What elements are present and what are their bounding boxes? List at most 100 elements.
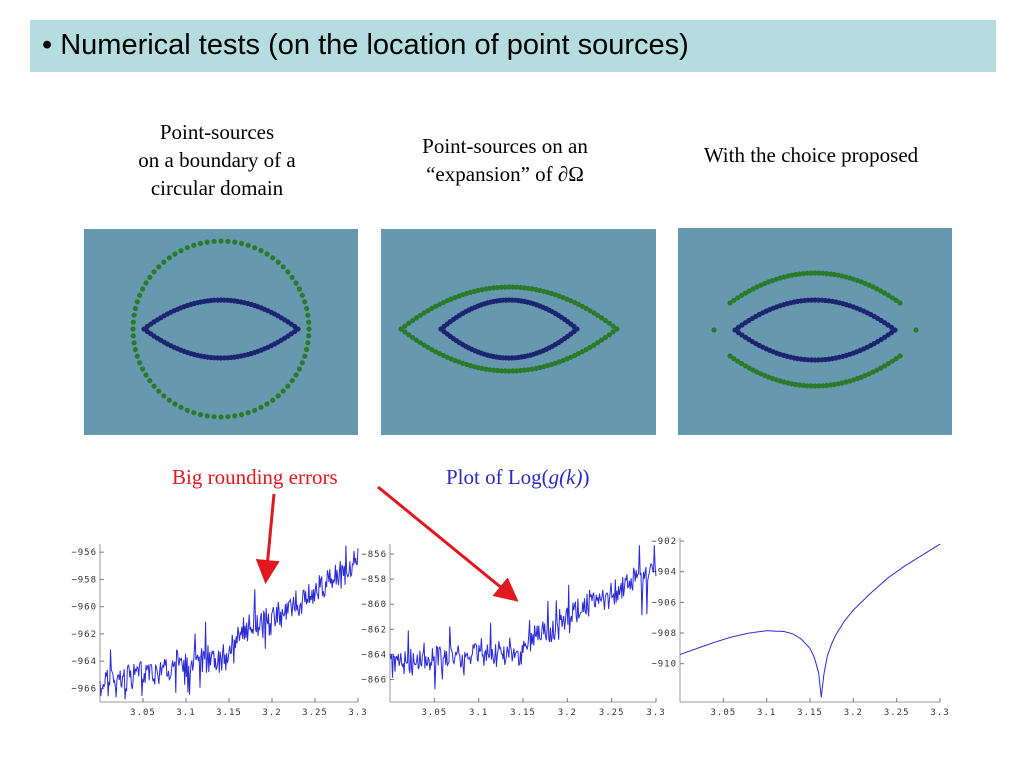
- outer-point-source: [402, 323, 408, 329]
- outer-point-source: [556, 293, 562, 299]
- outer-point-source: [425, 308, 431, 314]
- panel-proposed-choice: [678, 228, 952, 435]
- outer-point-source: [280, 264, 286, 270]
- outer-point-source: [758, 282, 764, 288]
- outer-point-source: [429, 305, 435, 311]
- outer-point-source: [866, 282, 872, 288]
- outer-point-source: [878, 365, 884, 371]
- outer-point-source: [804, 383, 810, 389]
- outer-point-source: [568, 298, 574, 304]
- outer-point-source: [421, 310, 427, 316]
- plot-of-log-function: g(k): [548, 465, 583, 489]
- outer-point-source: [560, 294, 566, 301]
- outer-point-source: [897, 353, 903, 359]
- outer-point-source: [510, 368, 516, 374]
- y-tick-label: −864: [361, 650, 387, 660]
- outer-point-source: [218, 238, 224, 244]
- outer-point-source: [197, 240, 204, 246]
- outer-point-source: [491, 367, 497, 373]
- x-tick-label: 3.15: [510, 708, 536, 718]
- outer-point-source: [548, 361, 554, 368]
- y-tick-label: −910: [651, 660, 677, 670]
- y-tick-label: −962: [71, 630, 97, 640]
- outer-point-source: [417, 312, 423, 318]
- x-tick-label: 3.1: [469, 708, 488, 718]
- y-tick-label: −956: [71, 548, 97, 558]
- outer-point-source: [429, 347, 435, 353]
- outer-point-source: [800, 382, 806, 388]
- outer-point-source: [739, 292, 745, 298]
- outer-point-source: [758, 371, 764, 377]
- caption-left-line-2: on a boundary of a: [138, 148, 296, 172]
- outer-point-source: [131, 340, 137, 346]
- outer-point-source: [275, 259, 281, 265]
- outer-point-source: [711, 327, 717, 333]
- x-tick-label: 3.1: [757, 708, 776, 718]
- outer-point-source: [541, 364, 547, 370]
- outer-point-source: [130, 333, 136, 339]
- outer-point-source: [893, 356, 899, 362]
- outer-point-source: [448, 356, 454, 362]
- outer-point-source: [839, 273, 845, 279]
- outer-point-source: [766, 279, 772, 285]
- x-tick-label: 3.15: [797, 708, 823, 718]
- log-g-series-line: [99, 545, 359, 700]
- outer-point-source: [413, 315, 419, 321]
- outer-point-source: [440, 299, 446, 306]
- outer-point-source: [610, 329, 616, 335]
- panel-expansion-boundary: [381, 229, 656, 435]
- outer-point-source: [885, 292, 891, 298]
- outer-point-source: [280, 388, 286, 394]
- outer-point-source: [599, 337, 605, 343]
- outer-point-source: [510, 284, 516, 290]
- log-g-series-line: [389, 545, 657, 690]
- outer-point-source: [289, 274, 295, 280]
- outer-point-source: [147, 378, 153, 384]
- outer-point-source: [862, 280, 868, 287]
- outer-point-source: [225, 414, 231, 420]
- outer-point-source: [579, 303, 585, 309]
- outer-point-source: [172, 251, 178, 257]
- outer-point-source: [140, 366, 146, 372]
- panel-circular-boundary-figure: [130, 238, 312, 420]
- y-tick-label: −958: [71, 575, 97, 585]
- outer-point-source: [433, 349, 439, 355]
- outer-point-source: [541, 288, 547, 294]
- outer-point-source: [831, 271, 837, 278]
- outer-point-source: [270, 255, 276, 261]
- x-tick-label: 3.2: [558, 708, 577, 718]
- slide-title-bar: • Numerical tests (on the location of po…: [30, 20, 996, 72]
- outer-point-source: [789, 272, 795, 278]
- outer-point-source: [579, 349, 585, 355]
- plot-of-log-prefix: Plot of Log(: [446, 465, 549, 489]
- outer-point-source: [812, 383, 818, 389]
- outer-point-source: [417, 340, 423, 346]
- outer-point-source: [252, 407, 258, 413]
- outer-point-source: [556, 359, 562, 365]
- outer-point-source: [264, 251, 270, 257]
- outer-point-source: [881, 363, 888, 369]
- outer-point-source: [766, 374, 772, 380]
- outer-point-source: [735, 358, 741, 364]
- outer-point-source: [151, 269, 157, 275]
- outer-point-source: [137, 292, 143, 298]
- x-tick-label: 3.05: [421, 708, 447, 718]
- outer-point-source: [754, 284, 760, 290]
- outer-point-source: [800, 271, 806, 277]
- outer-point-source: [812, 270, 818, 276]
- outer-point-source: [421, 342, 427, 348]
- outer-point-source: [258, 404, 264, 410]
- plot-of-log-suffix: ): [582, 465, 590, 489]
- outer-point-source: [824, 382, 830, 388]
- outer-point-source: [467, 289, 473, 295]
- y-tick-label: −902: [651, 537, 677, 547]
- outer-point-source: [599, 315, 605, 321]
- outer-point-source: [475, 365, 481, 371]
- outer-point-source: [568, 354, 574, 360]
- outer-point-source: [475, 287, 481, 293]
- outer-point-source: [306, 326, 312, 332]
- outer-point-source: [275, 393, 281, 399]
- slide-title: • Numerical tests (on the location of po…: [42, 29, 689, 61]
- outer-point-source: [161, 259, 167, 265]
- outer-point-source: [874, 367, 880, 373]
